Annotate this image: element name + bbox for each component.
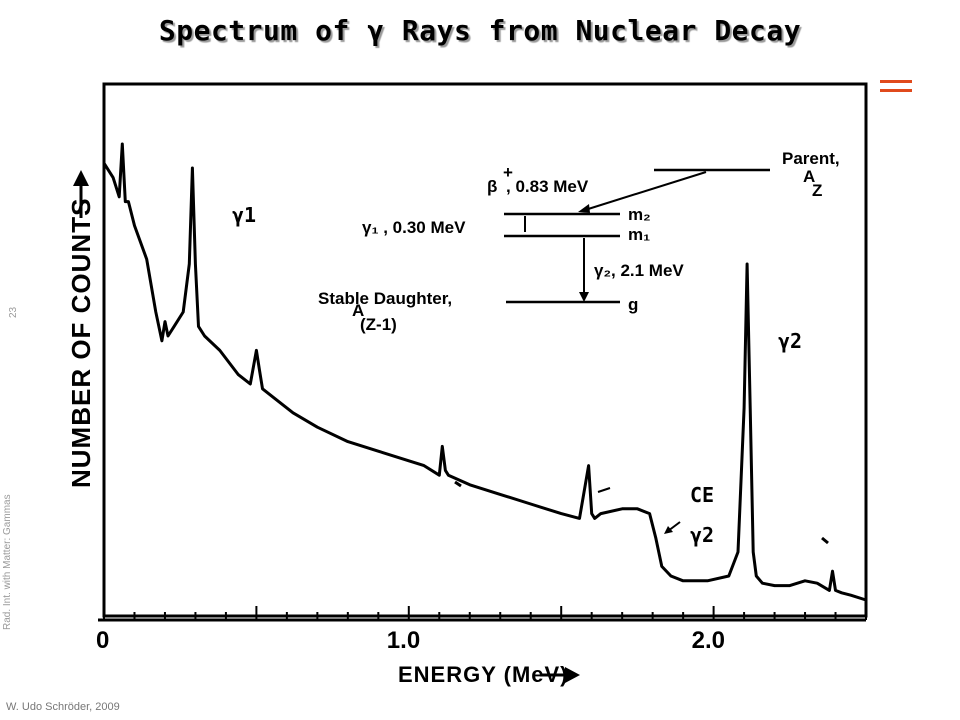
x-tick-label: 1.0 xyxy=(387,627,420,654)
decay-level-scheme: Parent, A Z β + , 0.83 MeV m₂ m₁ γ₁ , 0.… xyxy=(318,149,840,334)
spectrum-series-line xyxy=(102,142,867,602)
peak-label-gamma2-main: γ2 xyxy=(778,329,802,353)
beta-plus: + xyxy=(503,163,513,182)
x-tick-label: 2.0 xyxy=(692,627,725,654)
x-tick-label: 0 xyxy=(96,627,109,654)
parent-mass: A xyxy=(803,167,815,186)
x-axis-label-group: ENERGY (MeV) xyxy=(398,662,580,687)
x-axis-arrowhead xyxy=(565,667,580,683)
level-m2-label: m₂ xyxy=(628,205,651,224)
slide-title: Spectrum of γ Rays from Nuclear Decay xyxy=(158,14,802,47)
gamma2-transition-label: γ₂, 2.1 MeV xyxy=(594,261,684,280)
ce-arrowhead xyxy=(664,526,673,534)
level-m1-label: m₁ xyxy=(628,225,650,244)
gamma2-arrowhead xyxy=(579,292,589,302)
daughter-nucleus: (Z-1) xyxy=(360,315,397,334)
peak-label-gamma1: γ1 xyxy=(232,203,256,227)
parent-nucleus: Z xyxy=(812,181,822,200)
x-axis-label: ENERGY (MeV) xyxy=(398,662,569,687)
beta-energy: , 0.83 MeV xyxy=(506,177,589,196)
beta-symbol: β xyxy=(487,177,497,196)
footer-credit: W. Udo Schröder, 2009 xyxy=(6,701,120,713)
gamma1-transition-label: γ₁ , 0.30 MeV xyxy=(362,218,466,237)
beta-arrow xyxy=(584,171,707,211)
level-g-label: g xyxy=(628,295,638,314)
peak-label-ce: CE xyxy=(690,483,714,507)
y-axis-label-group: NUMBER OF COUNTS xyxy=(66,170,96,488)
daughter-label: Stable Daughter, xyxy=(318,289,452,308)
menu-icon[interactable] xyxy=(880,80,912,92)
y-axis-arrowhead xyxy=(73,170,89,186)
beta-arrowhead xyxy=(578,204,590,213)
peak-arrow-2p4 xyxy=(821,536,829,545)
y-axis-label: NUMBER OF COUNTS xyxy=(66,198,96,488)
peak-arrow-1p6 xyxy=(597,487,611,493)
peak-label-gamma2-ce: γ2 xyxy=(690,523,714,547)
peak-arrow-1p1 xyxy=(454,480,462,488)
plot-frame xyxy=(102,82,868,618)
parent-label: Parent, xyxy=(782,149,840,168)
daughter-mass: A xyxy=(352,301,364,320)
